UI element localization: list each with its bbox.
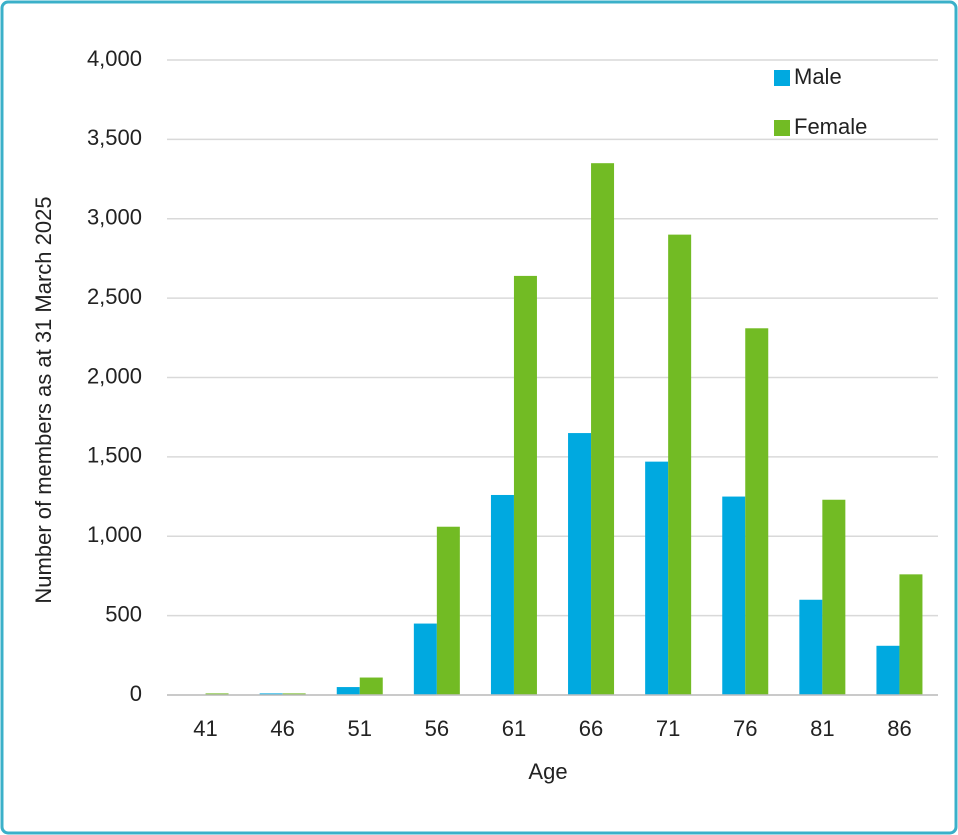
bar: [282, 693, 306, 695]
bar: [205, 693, 229, 695]
x-tick-label: 76: [733, 716, 757, 741]
bar: [591, 163, 615, 695]
y-tick-label: 0: [130, 681, 142, 706]
bar: [336, 687, 360, 695]
x-axis-label: Age: [528, 759, 567, 784]
legend-label: Female: [794, 114, 867, 139]
y-axis-label: Number of members as at 31 March 2025: [31, 196, 56, 603]
x-tick-label: 71: [656, 716, 680, 741]
bar: [359, 677, 383, 695]
legend-swatch: [774, 70, 790, 86]
bar: [876, 645, 900, 695]
bar: [568, 433, 592, 695]
y-tick-label: 1,500: [87, 443, 142, 468]
bar: [799, 599, 823, 695]
x-tick-label: 61: [502, 716, 526, 741]
legend-swatch: [774, 120, 790, 136]
y-tick-label: 3,000: [87, 205, 142, 230]
bar: [899, 574, 923, 695]
x-tick-label: 56: [425, 716, 449, 741]
bar: [668, 234, 692, 695]
bar: [436, 526, 460, 695]
y-tick-label: 3,500: [87, 125, 142, 150]
bar: [645, 461, 669, 695]
y-tick-label: 4,000: [87, 46, 142, 71]
legend-label: Male: [794, 64, 842, 89]
x-tick-label: 86: [887, 716, 911, 741]
y-tick-label: 2,500: [87, 284, 142, 309]
bar: [513, 275, 537, 695]
y-tick-label: 1,000: [87, 522, 142, 547]
x-tick-label: 41: [193, 716, 217, 741]
x-tick-label: 81: [810, 716, 834, 741]
bar: [413, 623, 437, 695]
bar: [745, 328, 769, 695]
bar: [722, 496, 746, 695]
x-tick-label: 66: [579, 716, 603, 741]
y-tick-label: 2,000: [87, 363, 142, 388]
bar: [259, 693, 283, 695]
bar: [490, 494, 514, 695]
x-tick-label: 51: [348, 716, 372, 741]
x-tick-label: 46: [270, 716, 294, 741]
y-tick-label: 500: [105, 601, 142, 626]
bar: [822, 499, 846, 695]
